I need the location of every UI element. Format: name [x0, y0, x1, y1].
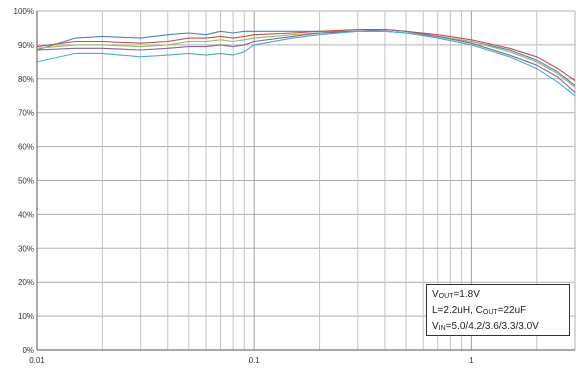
annotation-cout-sub: OUT	[482, 309, 498, 316]
y-tick-label: 90%	[18, 41, 34, 50]
annotation-cout-value: =22uF	[497, 305, 527, 316]
tick-layer: 0% 10% 20% 30% 40% 50% 60% 70% 80% 90% 100% 0.01 0.1…	[14, 7, 475, 365]
y-tick-label: 60%	[18, 143, 34, 152]
y-tick-label: 20%	[18, 278, 34, 287]
annotation-vin-values: =5.0/4.2/3.6/3.3/3.0V	[445, 321, 539, 332]
annotation-line-vin: VIN=5.0/4.2/3.6/3.3/3.0V	[432, 320, 564, 336]
annotation-vout-main: V	[432, 289, 439, 300]
x-tick-label: 1	[469, 356, 474, 365]
y-tick-label: 0%	[22, 346, 34, 355]
y-tick-label: 50%	[18, 177, 34, 186]
y-tick-label: 10%	[18, 312, 34, 321]
series-line-3	[36, 30, 576, 88]
y-tick-label: 70%	[18, 109, 34, 118]
annotation-box: VOUT=1.8V L=2.2uH, COUT=22uF VIN=5.0/4.2…	[426, 284, 570, 336]
annotation-inductor: L=2.2uH, C	[432, 305, 483, 316]
annotation-line-vout: VOUT=1.8V	[432, 288, 564, 304]
annotation-vin-main: V	[432, 321, 439, 332]
annotation-line-components: L=2.2uH, COUT=22uF	[432, 304, 564, 320]
annotation-vin-sub: IN	[438, 325, 446, 332]
y-tick-label: 30%	[18, 244, 34, 253]
grid-layer	[36, 10, 576, 351]
series-layer	[36, 29, 576, 97]
series-line-1	[36, 30, 576, 87]
series-line-5	[36, 30, 576, 97]
y-tick-label: 40%	[18, 210, 34, 219]
annotation-vout-sub: OUT	[438, 293, 454, 300]
y-tick-label: 100%	[14, 7, 34, 16]
x-tick-label: 0.1	[249, 356, 261, 365]
series-line-4	[36, 29, 576, 93]
x-tick-label: 0.01	[29, 356, 45, 365]
series-line-2	[36, 29, 576, 81]
annotation-vout-value: =1.8V	[453, 289, 480, 300]
y-tick-label: 80%	[18, 75, 34, 84]
